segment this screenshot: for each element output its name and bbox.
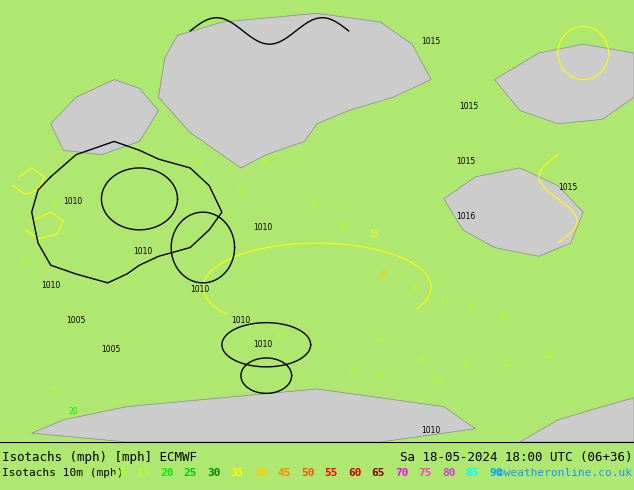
Text: 10: 10 <box>347 367 357 376</box>
Polygon shape <box>51 79 158 155</box>
Text: 30: 30 <box>207 468 221 478</box>
Text: 1010: 1010 <box>133 247 152 256</box>
Text: 1010: 1010 <box>422 426 441 436</box>
Text: 10: 10 <box>410 283 420 292</box>
Text: 10: 10 <box>461 360 471 369</box>
Text: 1015: 1015 <box>558 183 577 193</box>
Text: 55: 55 <box>325 468 338 478</box>
Text: 10: 10 <box>236 186 246 195</box>
Text: 1016: 1016 <box>456 212 476 221</box>
Text: 10: 10 <box>309 199 319 208</box>
Text: 65: 65 <box>372 468 385 478</box>
Text: 1005: 1005 <box>101 344 120 354</box>
Text: 10: 10 <box>499 312 509 320</box>
Text: 15: 15 <box>369 230 379 239</box>
Text: 14: 14 <box>502 360 512 369</box>
Text: Sa 18-05-2024 18:00 UTC (06+36): Sa 18-05-2024 18:00 UTC (06+36) <box>399 451 632 464</box>
Text: 45: 45 <box>278 468 291 478</box>
Text: 1010: 1010 <box>190 285 209 294</box>
Polygon shape <box>158 13 431 168</box>
Text: 10: 10 <box>375 373 385 382</box>
Text: Isotachs (mph) [mph] ECMWF: Isotachs (mph) [mph] ECMWF <box>2 451 197 464</box>
Text: 70: 70 <box>395 468 408 478</box>
Text: 10: 10 <box>467 305 477 314</box>
Text: 20: 20 <box>68 407 78 416</box>
Text: Isotachs 10m (mph): Isotachs 10m (mph) <box>2 468 124 478</box>
Text: 10: 10 <box>261 157 271 166</box>
Text: 45: 45 <box>378 270 389 278</box>
Text: 15: 15 <box>136 468 150 478</box>
Text: 10: 10 <box>191 159 202 168</box>
Text: 10: 10 <box>20 259 30 268</box>
Text: 1010: 1010 <box>41 281 60 290</box>
Text: ©weatheronline.co.uk: ©weatheronline.co.uk <box>497 468 632 478</box>
Text: 50: 50 <box>301 468 314 478</box>
Text: 10: 10 <box>49 199 59 208</box>
Polygon shape <box>32 389 475 442</box>
Text: 35: 35 <box>231 468 244 478</box>
Text: 1015: 1015 <box>422 38 441 47</box>
Text: 10: 10 <box>432 376 443 385</box>
Text: 80: 80 <box>442 468 455 478</box>
Text: 1005: 1005 <box>67 316 86 325</box>
Text: 1010: 1010 <box>63 196 82 206</box>
Text: 60: 60 <box>348 468 361 478</box>
Text: 10: 10 <box>113 468 127 478</box>
Text: 75: 75 <box>418 468 432 478</box>
Polygon shape <box>495 44 634 124</box>
Text: 25: 25 <box>183 468 197 478</box>
Text: 20: 20 <box>160 468 174 478</box>
Text: 1010: 1010 <box>254 340 273 349</box>
Text: 1010: 1010 <box>254 223 273 232</box>
Polygon shape <box>444 168 583 256</box>
Text: 10: 10 <box>375 334 385 343</box>
Text: 1015: 1015 <box>456 157 476 166</box>
Text: 15: 15 <box>49 387 59 395</box>
Polygon shape <box>520 398 634 442</box>
Text: 10: 10 <box>543 351 553 360</box>
Text: 90: 90 <box>489 468 503 478</box>
Text: 40: 40 <box>254 468 268 478</box>
Text: 10: 10 <box>417 356 427 365</box>
Text: 10: 10 <box>337 223 347 232</box>
Text: 10: 10 <box>274 331 284 341</box>
Text: 1015: 1015 <box>460 101 479 111</box>
Text: 10: 10 <box>439 296 449 305</box>
Text: 85: 85 <box>465 468 479 478</box>
Text: 1010: 1010 <box>231 316 250 325</box>
